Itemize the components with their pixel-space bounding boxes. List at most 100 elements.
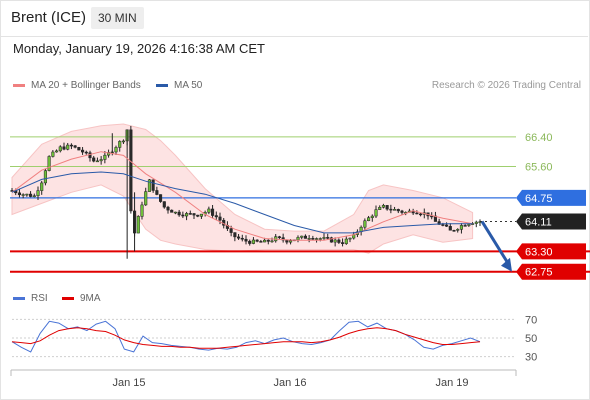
candle-body: [77, 147, 81, 151]
candle-body: [329, 237, 333, 243]
candle-body: [155, 190, 159, 195]
rsi-line: [11, 320, 481, 353]
candle-body: [170, 209, 174, 213]
candle-body: [218, 216, 222, 221]
legend-ma50: MA 50: [156, 80, 202, 91]
candle-body: [211, 208, 215, 216]
instrument-title: Brent (ICE): [11, 9, 87, 26]
candle-body: [300, 235, 304, 238]
level-label-62.75: 62.75: [525, 267, 553, 279]
interval-button[interactable]: 30 MIN: [91, 7, 144, 29]
bollinger-mid-line: [11, 151, 473, 241]
bollinger-swatch: [13, 84, 25, 87]
candle-body: [393, 209, 397, 211]
candle-body: [92, 157, 96, 162]
candle-body: [233, 232, 237, 238]
candle-body: [326, 237, 330, 239]
candle-body: [40, 182, 44, 191]
candle-body: [318, 238, 322, 240]
candle-body: [140, 204, 144, 217]
candle-body: [240, 237, 244, 240]
candle-body: [456, 229, 460, 231]
candle-body: [389, 208, 393, 211]
candle-body: [69, 144, 73, 147]
candle-body: [84, 151, 88, 154]
candle-body: [270, 240, 274, 243]
level-label-63.30: 63.30: [525, 246, 553, 258]
candle-body: [315, 238, 319, 240]
candle-body: [445, 224, 449, 227]
candle-body: [196, 214, 200, 217]
rsi-ma-line: [11, 327, 481, 349]
candle-body: [363, 220, 367, 228]
candle-body: [121, 140, 125, 143]
candle-body: [62, 146, 66, 150]
candle-body: [307, 238, 311, 240]
legend-rsi: RSI: [13, 293, 48, 304]
candle-body: [263, 239, 267, 243]
candle-body: [248, 240, 252, 244]
candle-body: [448, 226, 452, 231]
candle-body: [199, 213, 203, 217]
candle-body: [88, 152, 92, 159]
candle-body: [396, 209, 400, 212]
candle-body: [47, 156, 51, 171]
candle-body: [229, 228, 233, 233]
candle-body: [266, 239, 270, 242]
candle-body: [159, 194, 163, 202]
candle-body: [21, 194, 25, 196]
candle-body: [144, 191, 148, 206]
candle-body: [337, 239, 341, 243]
candle-body: [467, 224, 471, 226]
forecast-arrow-head: [501, 257, 512, 272]
chart-header: [0, 0, 588, 37]
x-tick-label: Jan 15: [112, 377, 145, 389]
candle-body: [415, 212, 419, 215]
candle-body: [277, 236, 281, 238]
candle-body: [259, 241, 263, 243]
candle-body: [255, 239, 259, 242]
bollinger-label: MA 20 + Bollinger Bands: [31, 80, 141, 91]
candle-body: [51, 151, 55, 157]
level-label-64.75: 64.75: [525, 193, 553, 205]
candle-body: [367, 217, 371, 222]
candle-body: [129, 129, 133, 212]
level-badge-62.75: [516, 263, 586, 280]
candle-body: [36, 190, 40, 196]
candle-body: [251, 239, 255, 244]
x-tick-label: Jan 19: [435, 377, 468, 389]
level-badge-64.75: [516, 189, 586, 206]
candle-body: [136, 216, 140, 234]
candle-body: [118, 141, 122, 148]
candle-body: [114, 147, 118, 153]
candle-body: [151, 179, 155, 191]
bollinger-band-area: [11, 123, 474, 254]
candle-body: [181, 214, 185, 217]
forecast-arrow-shaft: [480, 220, 509, 263]
rsi-ma-label: 9MA: [80, 293, 101, 304]
candle-body: [188, 213, 192, 215]
candle-body: [192, 213, 196, 216]
candle-body: [381, 205, 385, 208]
x-tick-label: Jan 16: [273, 377, 306, 389]
candle-body: [95, 160, 99, 163]
candle-body: [385, 205, 389, 210]
candle-body: [333, 239, 337, 243]
credit-text: Research © 2026 Trading Central: [431, 80, 581, 91]
candle-body: [459, 225, 463, 230]
rsi-tick-label: 70: [525, 314, 537, 326]
rsi-label: RSI: [31, 293, 48, 304]
level-label-66.40: 66.40: [525, 132, 553, 144]
rsi-ma-swatch: [62, 297, 74, 300]
candle-body: [103, 154, 107, 160]
candle-body: [162, 201, 166, 208]
candle-body: [441, 224, 445, 226]
level-badge-63.30: [516, 243, 586, 260]
candle-body: [58, 146, 62, 152]
candle-body: [166, 206, 170, 211]
datetime-label: Monday, January 19, 2026 4:16:38 AM CET: [13, 41, 265, 56]
rsi-tick-label: 50: [525, 333, 537, 345]
candle-body: [344, 238, 348, 244]
candle-body: [214, 215, 218, 218]
candle-body: [244, 238, 248, 242]
